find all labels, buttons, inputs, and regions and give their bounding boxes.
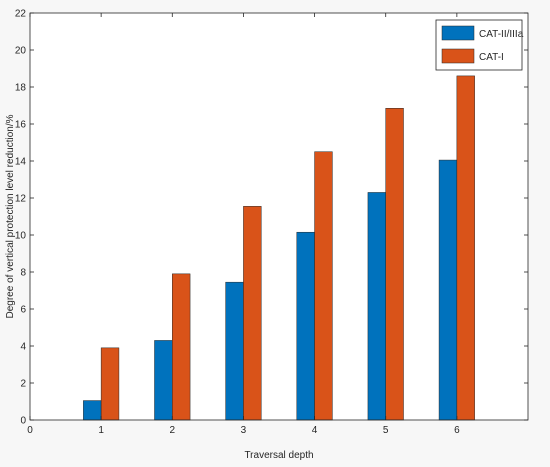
x-axis-title: Traversal depth <box>244 450 313 461</box>
bar-cat-ii-iiia-5 <box>367 192 386 421</box>
y-tick-label: 8 <box>20 268 26 279</box>
bar-cat-ii-iiia-4 <box>296 231 315 421</box>
legend-swatch-cat-i <box>441 48 475 64</box>
y-tick-label: 18 <box>15 83 27 94</box>
bar-cat-ii-iiia-2 <box>154 340 173 421</box>
x-tick-label: 4 <box>312 425 318 436</box>
bar-cat-i-5 <box>385 108 404 421</box>
legend: CAT-II/IIIa CAT-I <box>435 19 524 71</box>
y-tick-label: 10 <box>15 231 27 242</box>
bar-cat-i-4 <box>314 151 333 421</box>
bar-cat-ii-iiia-1 <box>83 400 102 421</box>
y-axis: 0 2 4 6 8 10 12 14 16 18 20 22 <box>15 9 528 427</box>
y-axis-title: Degree of vertical protection level redu… <box>5 114 16 318</box>
y-tick-label: 4 <box>20 342 26 353</box>
legend-label-cat-ii-iiia: CAT-II/IIIa <box>479 29 524 40</box>
y-tick-label: 6 <box>20 305 26 316</box>
bar-cat-i-3 <box>243 206 262 421</box>
y-tick-label: 20 <box>15 46 27 57</box>
x-tick-label: 6 <box>454 425 460 436</box>
y-tick-label: 2 <box>20 379 26 390</box>
bars-layer <box>83 75 475 421</box>
x-tick-label: 1 <box>98 425 104 436</box>
bar-cat-i-6 <box>456 75 475 421</box>
y-tick-label: 14 <box>15 157 27 168</box>
y-tick-label: 12 <box>15 194 27 205</box>
legend-label-cat-i: CAT-I <box>479 52 504 63</box>
y-tick-label: 0 <box>20 416 26 427</box>
x-tick-label: 3 <box>241 425 247 436</box>
bar-cat-i-2 <box>172 273 191 421</box>
y-tick-label: 16 <box>15 120 27 131</box>
bar-cat-ii-iiia-3 <box>225 281 244 421</box>
x-tick-label: 5 <box>383 425 389 436</box>
bar-cat-i-1 <box>100 347 120 421</box>
x-tick-label: 0 <box>27 425 33 436</box>
y-tick-label: 22 <box>15 9 27 20</box>
x-tick-label: 2 <box>170 425 176 436</box>
bar-cat-ii-iiia-6 <box>438 159 458 421</box>
x-axis: 0 1 2 3 4 5 6 <box>27 13 460 436</box>
legend-swatch-cat-ii-iiia <box>441 25 475 41</box>
plot-frame <box>29 12 529 421</box>
